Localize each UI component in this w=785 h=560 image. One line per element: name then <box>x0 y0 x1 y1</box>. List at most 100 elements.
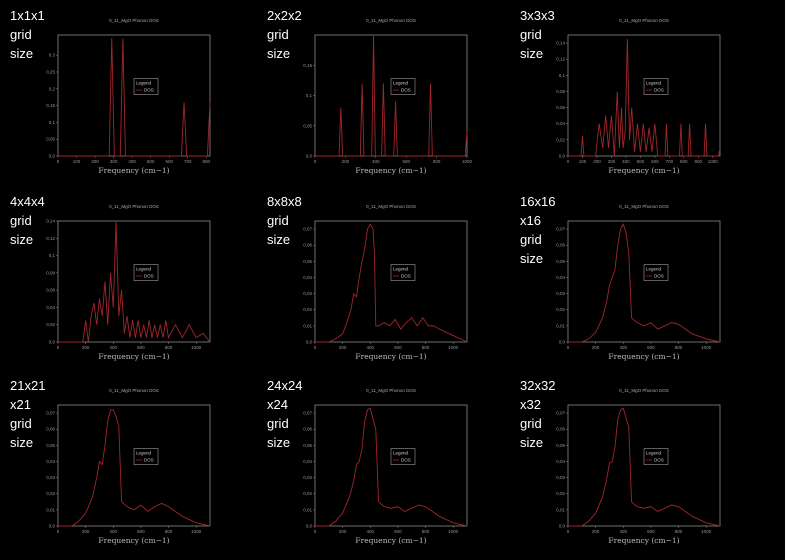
x-tick-label: 600 <box>137 345 145 350</box>
x-tick-label: 600 <box>394 529 402 534</box>
legend-label: DOS <box>144 458 154 463</box>
panel-label: 8x8x8 grid size <box>267 194 305 247</box>
y-tick-label: 0,05 <box>46 137 55 142</box>
y-tick-label: 0,1 <box>559 73 566 78</box>
y-tick-label: 0,03 <box>46 475 55 480</box>
y-tick-label: 0,02 <box>303 491 312 496</box>
panel-label: 16x16 x16 grid size <box>520 194 559 266</box>
y-tick-label: 0,06 <box>556 243 565 248</box>
y-tick-label: 0,06 <box>46 288 55 293</box>
x-tick-label: 100 <box>579 159 587 164</box>
chart-title: 0_11_MgO Phonon DOS <box>109 388 159 393</box>
plot-frame <box>567 404 721 527</box>
y-tick-label: 0,04 <box>46 459 55 464</box>
chart-title: 0_11_MgO Phonon DOS <box>619 18 669 23</box>
y-tick-label: 0,07 <box>556 227 565 232</box>
legend-box <box>133 264 159 281</box>
legend-title: Legend <box>393 267 409 272</box>
x-tick-label: 800 <box>422 529 430 534</box>
panel-label: 3x3x3 grid size <box>520 8 558 61</box>
y-tick-label: 0,06 <box>46 427 55 432</box>
y-tick-label: 0,01 <box>46 507 55 512</box>
y-tick-label: 0,02 <box>556 307 565 312</box>
y-tick-label: 0,02 <box>556 491 565 496</box>
x-tick-label: 800 <box>422 345 430 350</box>
y-tick-label: 0,0 <box>559 154 566 159</box>
panel: 16x16 x16 grid size 0_11_MgO Phonon DOS 0,… <box>520 194 721 361</box>
legend-title: Legend <box>136 81 152 86</box>
y-tick-label: 0,0 <box>306 154 313 159</box>
y-tick-label: 0,06 <box>303 243 312 248</box>
x-tick-label: 600 <box>647 529 655 534</box>
x-tick-label: 400 <box>110 529 118 534</box>
legend-label: DOS <box>144 88 154 93</box>
panel: 32x32 x32 grid size 0_11_MgO Phonon DOS 0,… <box>520 378 721 545</box>
legend-title: Legend <box>393 451 409 456</box>
legend-label: DOS <box>401 274 411 279</box>
y-tick-label: 0,2 <box>49 86 56 91</box>
panel: 3x3x3 grid size 0_11_MgO Phonon DOS 0,0 0,0… <box>520 8 721 175</box>
panel: 24x24 x24 grid size 0_11_MgO Phonon DOS 0,… <box>267 378 468 545</box>
legend-box <box>133 78 159 95</box>
y-tick-label: 0,05 <box>556 259 565 264</box>
y-tick-label: 0,04 <box>556 459 565 464</box>
dos-line <box>315 223 468 343</box>
y-tick-label: 0,1 <box>49 120 56 125</box>
x-tick-label: 500 <box>637 159 645 164</box>
panel: 2x2x2 grid size 0_11_MgO Phonon DOS 0,0 0,0… <box>267 8 473 175</box>
panel-label: 2x2x2 grid size <box>267 8 305 61</box>
y-tick-label: 0,03 <box>303 291 312 296</box>
x-tick-label: 600 <box>647 345 655 350</box>
dos-line <box>568 39 721 157</box>
x-tick-label: 200 <box>82 529 90 534</box>
x-axis-label: Frequency (cm−1) <box>608 352 679 361</box>
y-tick-label: 0,25 <box>46 69 55 74</box>
y-tick-label: 0,14 <box>46 219 55 224</box>
plot-frame <box>314 404 468 527</box>
y-tick-label: 0,04 <box>556 275 565 280</box>
x-tick-label: 200 <box>91 159 99 164</box>
x-tick-label: 800 <box>203 159 211 164</box>
x-tick-label: 300 <box>110 159 118 164</box>
y-tick-label: 0,02 <box>46 491 55 496</box>
legend-box <box>390 264 416 281</box>
legend-title: Legend <box>136 451 152 456</box>
x-tick-label: 200 <box>339 529 347 534</box>
chart-title: 0_11_MgO Phonon DOS <box>619 388 669 393</box>
legend-label: DOS <box>654 274 664 279</box>
y-tick-label: 0,05 <box>303 123 312 128</box>
y-tick-label: 0,01 <box>303 507 312 512</box>
y-tick-label: 0,0 <box>306 340 313 345</box>
y-tick-label: 0,0 <box>49 340 56 345</box>
y-tick-label: 0,06 <box>556 105 565 110</box>
legend-box <box>390 448 416 465</box>
x-tick-label: 0 <box>57 345 60 350</box>
panel-label: 1x1x1 grid size <box>10 8 48 61</box>
panel-label: 21x21 x21 grid size <box>10 378 49 450</box>
y-tick-label: 0,1 <box>306 93 313 98</box>
legend-title: Legend <box>646 81 662 86</box>
x-tick-label: 0 <box>314 345 317 350</box>
dos-line <box>568 223 721 343</box>
legend-box <box>643 78 669 95</box>
x-tick-label: 200 <box>82 345 90 350</box>
x-tick-label: 200 <box>339 345 347 350</box>
x-tick-label: 400 <box>620 529 628 534</box>
y-tick-label: 0,01 <box>556 507 565 512</box>
x-axis-label: Frequency (cm−1) <box>355 536 426 545</box>
y-tick-label: 0,0 <box>49 154 56 159</box>
legend-title: Legend <box>646 267 662 272</box>
x-tick-label: 600 <box>651 159 659 164</box>
panel-label: 4x4x4 grid size <box>10 194 48 247</box>
legend-title: Legend <box>136 267 152 272</box>
y-tick-label: 0,03 <box>556 475 565 480</box>
x-tick-label: 400 <box>372 159 380 164</box>
y-tick-label: 0,05 <box>303 259 312 264</box>
x-tick-label: 400 <box>620 345 628 350</box>
y-tick-label: 0,0 <box>559 340 566 345</box>
y-tick-label: 0,12 <box>556 57 565 62</box>
x-tick-label: 500 <box>147 159 155 164</box>
dos-line <box>58 409 211 527</box>
x-axis-label: Frequency (cm−1) <box>608 536 679 545</box>
x-tick-label: 0 <box>567 529 570 534</box>
